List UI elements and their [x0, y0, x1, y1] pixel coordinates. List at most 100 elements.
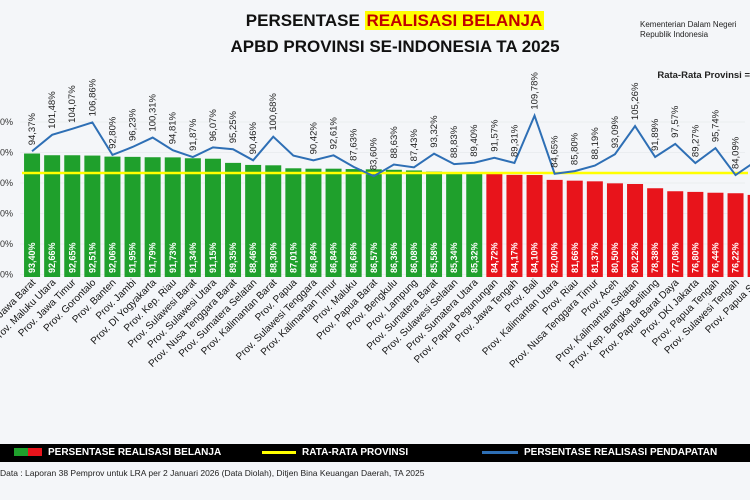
bar-34: [707, 192, 724, 277]
revenue-value-label-3: 106,86%: [87, 78, 98, 116]
bar-value-label-7: 91,73%: [168, 242, 178, 273]
revenue-value-label-33: 89,27%: [690, 124, 701, 157]
bar-21: [446, 172, 463, 277]
legend-swatch-red: [28, 448, 42, 457]
legend-item-belanja: PERSENTASE REALISASI BELANJA: [14, 447, 221, 458]
revenue-value-label-25: 109,78%: [530, 72, 541, 110]
bar-11: [245, 164, 262, 277]
revenue-value-label-21: 88,83%: [449, 125, 460, 158]
bar-value-label-31: 78,38%: [650, 242, 660, 273]
bar-20: [426, 171, 443, 277]
bar-value-label-20: 85,58%: [429, 242, 439, 273]
legend-item-rata: RATA-RATA PROVINSI: [262, 447, 408, 458]
bar-value-label-8: 91,34%: [188, 242, 198, 273]
revenue-value-label-34: 95,74%: [710, 109, 721, 142]
revenue-value-label-17: 83,60%: [369, 137, 380, 170]
revenue-value-label-22: 89,40%: [469, 124, 480, 157]
revenue-value-label-8: 91,87%: [188, 118, 199, 151]
bar-value-label-9: 91,15%: [208, 242, 218, 273]
bar-value-label-14: 86,84%: [308, 242, 318, 273]
bar-value-label-25: 84,10%: [530, 242, 540, 273]
bar-3: [84, 155, 101, 277]
bar-15: [325, 168, 342, 277]
bar-18: [385, 169, 402, 277]
bar-6: [144, 157, 161, 277]
title-prefix: PERSENTASE: [245, 11, 365, 30]
bar-value-label-4: 92,06%: [107, 242, 117, 273]
bar-value-label-28: 81,37%: [590, 242, 600, 273]
bar-13: [285, 168, 302, 277]
bar-value-label-24: 84,17%: [509, 242, 519, 273]
bar-value-label-18: 86,36%: [389, 242, 399, 273]
revenue-value-label-14: 90,42%: [308, 122, 319, 155]
bar-value-label-29: 80,50%: [610, 242, 620, 273]
ministry-line-2: Republik Indonesia: [640, 30, 709, 39]
title-line-1: PERSENTASE REALISASI BELANJA: [140, 8, 650, 34]
revenue-value-label-15: 92,61%: [329, 117, 340, 150]
bar-value-label-10: 89,35%: [228, 242, 238, 273]
bar-35: [727, 193, 744, 277]
bar-value-label-15: 86,84%: [329, 242, 339, 273]
revenue-value-label-2: 104,07%: [67, 85, 78, 123]
bar-30: [627, 183, 644, 277]
bar-24: [506, 174, 523, 277]
bar-25: [526, 175, 543, 277]
bar-value-label-16: 86,68%: [349, 242, 359, 273]
bar-32: [667, 191, 684, 277]
y-tick-label: 0%: [0, 148, 13, 158]
revenue-value-label-19: 87,43%: [409, 129, 420, 162]
bar-value-label-13: 87,01%: [288, 242, 298, 273]
revenue-value-label-5: 96,23%: [128, 108, 139, 141]
bar-value-label-22: 85,32%: [469, 242, 479, 273]
legend-swatch-green: [14, 448, 28, 457]
revenue-value-label-4: 92,80%: [107, 116, 118, 149]
ministry-label: Kementerian Dalam Negeri Republik Indone…: [640, 20, 750, 40]
y-tick-label: 0%: [0, 117, 13, 127]
bar-5: [124, 156, 141, 277]
bar-16: [345, 169, 362, 277]
bar-4: [104, 156, 121, 277]
revenue-value-label-16: 87,63%: [349, 128, 360, 161]
revenue-value-label-29: 93,09%: [610, 115, 621, 148]
bar-value-label-30: 80,22%: [630, 242, 640, 273]
bar-value-label-19: 86,08%: [409, 242, 419, 273]
bar-7: [164, 157, 181, 277]
chart-title: PERSENTASE REALISASI BELANJA APBD PROVIN…: [140, 8, 650, 60]
revenue-value-label-20: 93,32%: [429, 115, 440, 148]
bar-28: [586, 181, 603, 277]
bar-value-label-3: 92,51%: [87, 242, 97, 273]
revenue-value-label-35: 84,09%: [731, 136, 742, 169]
bar-value-label-11: 88,46%: [248, 242, 258, 273]
bar-9: [204, 158, 221, 277]
bar-value-label-0: 93,40%: [27, 242, 37, 273]
bar-line-chart: 0% 0% 0% 0% 0% 0% 93,40% 92,66% 92,65% 92,51% 92,0…: [0, 72, 750, 371]
bar-23: [486, 173, 503, 277]
bar-8: [184, 158, 201, 277]
bar-value-label-2: 92,65%: [67, 242, 77, 273]
bar-22: [466, 172, 483, 277]
bar-36: [747, 194, 750, 277]
ministry-line-1: Kementerian Dalam Negeri: [640, 20, 737, 29]
bar-value-label-1: 92,66%: [47, 242, 57, 273]
legend-label-rata: RATA-RATA PROVINSI: [302, 447, 409, 458]
y-tick-label: 0%: [0, 239, 13, 249]
bar-value-label-21: 85,34%: [449, 242, 459, 273]
bar-value-label-35: 76,22%: [731, 242, 741, 273]
bar-26: [546, 179, 563, 277]
bar-14: [305, 168, 322, 277]
bar-12: [265, 165, 282, 277]
legend-label-belanja: PERSENTASE REALISASI BELANJA: [48, 447, 222, 458]
revenue-line: [31, 112, 750, 178]
revenue-value-label-10: 95,25%: [228, 110, 239, 143]
average-label: Rata-Rata Provinsi =: [657, 70, 750, 81]
bar-value-label-26: 82,00%: [550, 242, 560, 273]
bar-value-label-23: 84,72%: [489, 242, 499, 273]
legend: PERSENTASE REALISASI BELANJA RATA-RATA P…: [0, 444, 750, 462]
revenue-value-label-28: 88,19%: [590, 127, 601, 160]
bar-value-label-32: 77,08%: [670, 242, 680, 273]
bar-value-label-5: 91,95%: [128, 242, 138, 273]
legend-item-pendapatan: PERSENTASE REALISASI PENDAPATAN: [482, 447, 717, 458]
revenue-value-label-0: 94,37%: [27, 112, 38, 145]
title-highlight: REALISASI BELANJA: [364, 11, 545, 30]
bar-value-label-17: 86,57%: [369, 242, 379, 273]
